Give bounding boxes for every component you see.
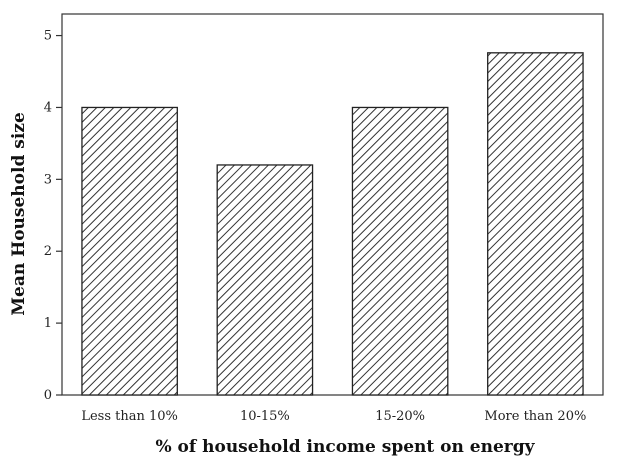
y-axis-title: Mean Household size [9, 112, 29, 316]
y-tick-label: 5 [44, 29, 52, 44]
y-tick-label: 4 [44, 100, 52, 115]
plot-border [61, 13, 604, 396]
bar [351, 106, 449, 396]
bar [81, 106, 178, 396]
y-tick-label: 3 [44, 172, 52, 187]
bar [216, 164, 314, 396]
x-axis-title: % of household income spent on energy [155, 437, 535, 457]
y-tick-label: 1 [44, 316, 52, 331]
y-tick-label: 0 [44, 388, 52, 403]
x-tick-label: Less than 10% [81, 409, 178, 424]
x-tick-label: 15-20% [375, 409, 425, 424]
x-tick-label: More than 20% [484, 409, 586, 424]
y-axis: 0 1 2 3 4 5 [44, 29, 62, 403]
plot-frame [61, 13, 604, 396]
bar-group [81, 52, 584, 396]
bar [487, 52, 584, 396]
x-axis: Less than 10% 10-15% 15-20% More than 20% [81, 409, 586, 424]
y-tick-label: 2 [44, 244, 52, 259]
x-tick-label: 10-15% [240, 409, 290, 424]
